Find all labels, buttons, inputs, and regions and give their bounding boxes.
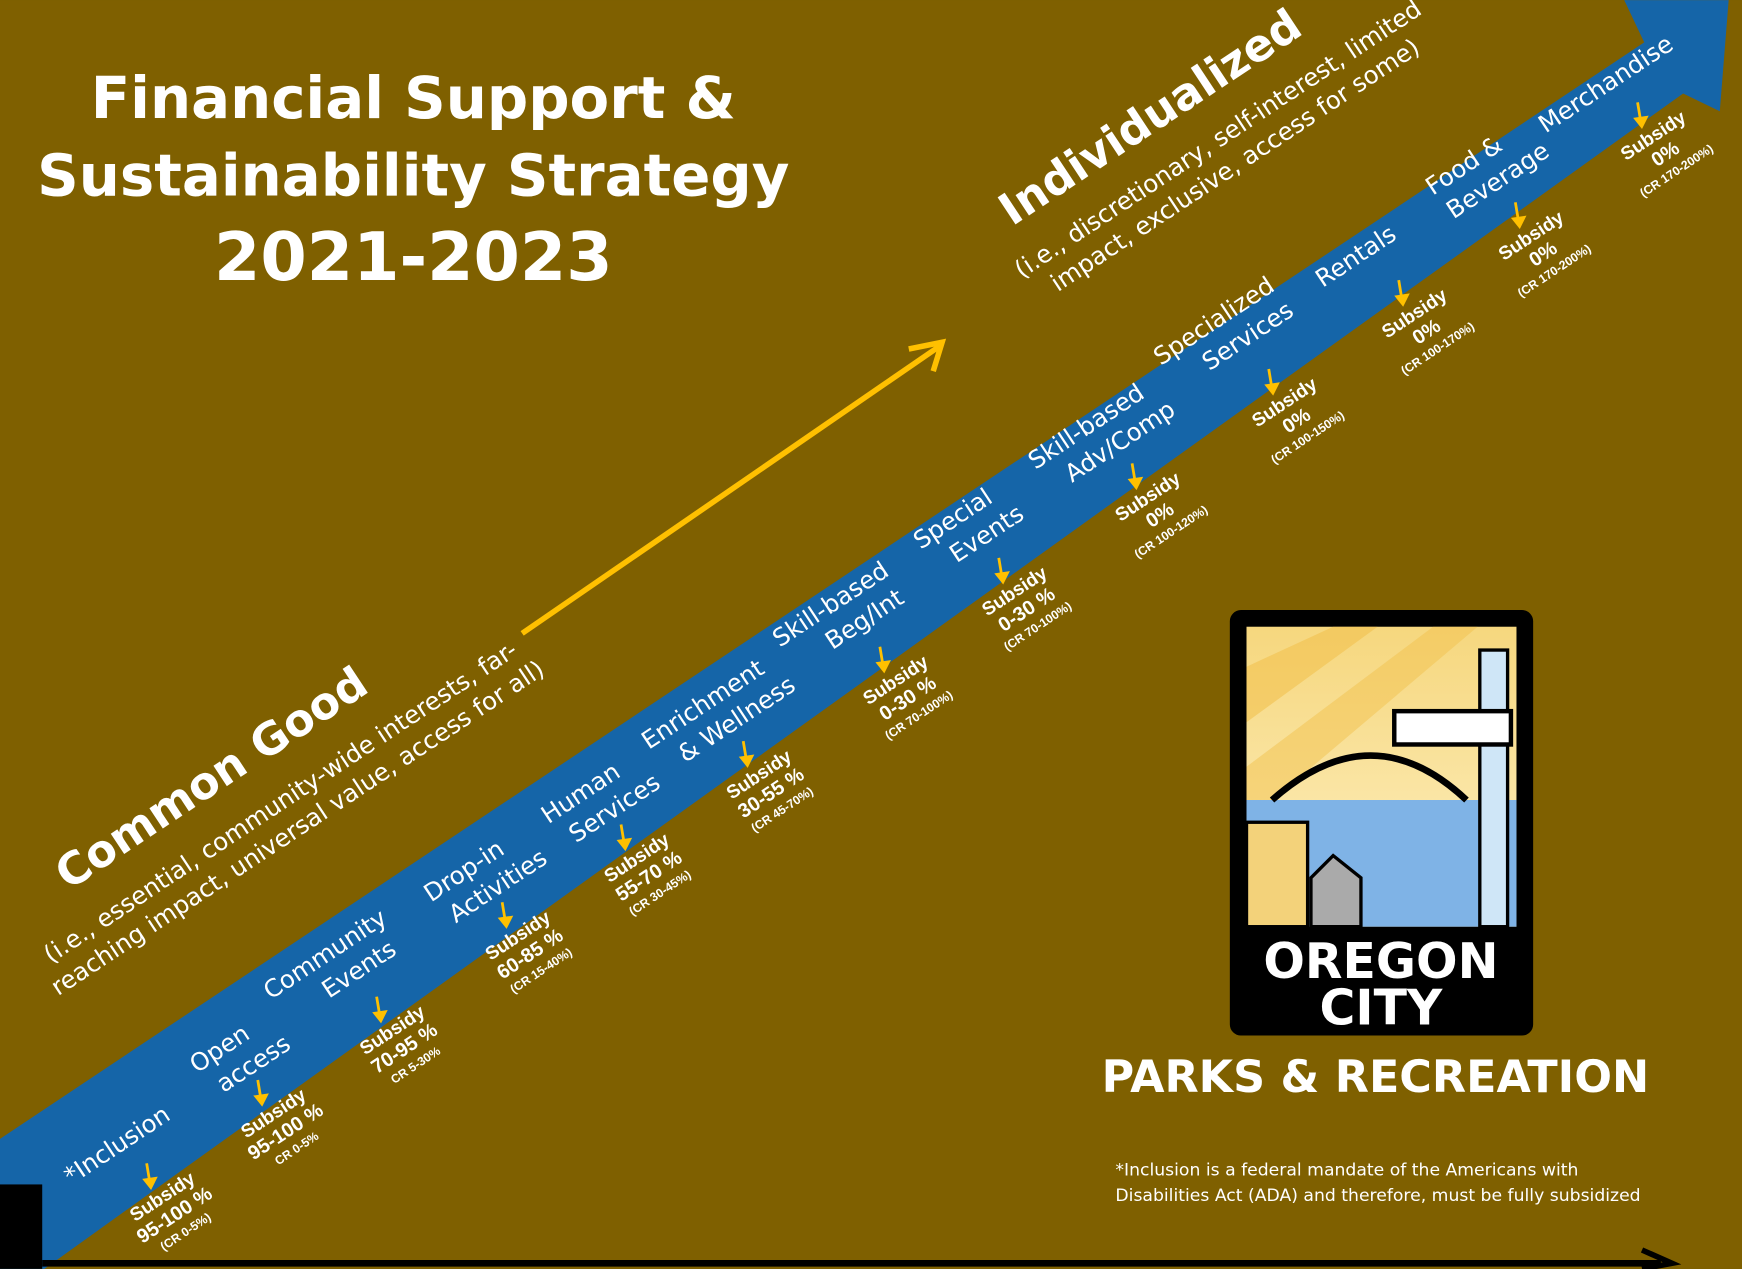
trend-arrow — [520, 344, 941, 636]
title-line: 2021-2023 — [214, 218, 613, 296]
logo-building — [1244, 820, 1310, 929]
subsidy-pointer-head — [616, 837, 633, 852]
logo-caption: PARKS & RECREATION — [1102, 1052, 1650, 1103]
axis-arrowhead — [1640, 1247, 1682, 1269]
subsidy-pointer-head — [142, 1176, 158, 1190]
logo-bridge — [1269, 752, 1469, 803]
subsidy-pointer-head — [497, 915, 514, 929]
logo-text: OREGON — [1263, 933, 1498, 990]
trend-arrowhead — [908, 338, 947, 373]
logo-tower — [1478, 648, 1510, 929]
subsidy-pointer-head — [1510, 215, 1527, 229]
corner-block — [0, 1184, 43, 1269]
subsidy-pointer-head — [1394, 293, 1410, 307]
logo-house — [1309, 853, 1363, 929]
logo-tower-top — [1392, 708, 1514, 747]
subsidy-pointer-head — [994, 571, 1010, 585]
logo-text: CITY — [1320, 979, 1443, 1036]
logo: OREGON CITY — [1229, 610, 1534, 1036]
subsidy-pointer-head — [875, 660, 891, 674]
footnote: *Inclusion is a federal mandate of the A… — [1115, 1161, 1578, 1181]
footnote: Disabilities Act (ADA) and therefore, mu… — [1115, 1186, 1640, 1206]
title-line: Sustainability Strategy — [37, 142, 789, 210]
subsidy-pointer-head — [1633, 115, 1649, 130]
subsidy-pointer-head — [1127, 476, 1144, 491]
subsidy-pointer-head — [253, 1093, 269, 1107]
subsidy-pointer-head — [1264, 382, 1280, 396]
subsidy-pointer-head — [372, 1010, 388, 1024]
subsidy-pointer-head — [738, 754, 755, 768]
title-line: Financial Support & — [91, 64, 736, 132]
